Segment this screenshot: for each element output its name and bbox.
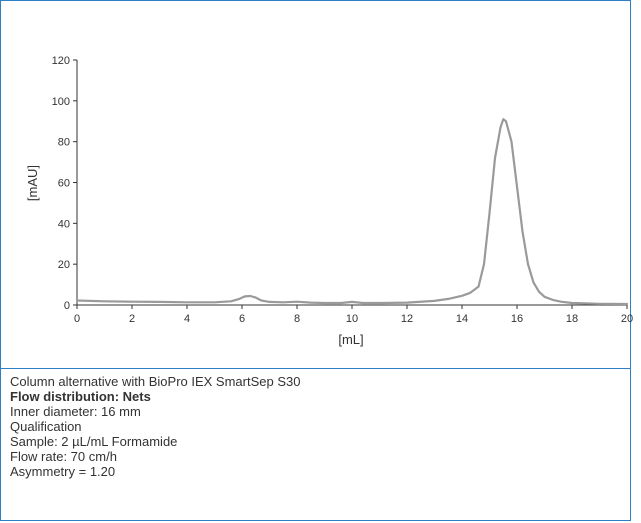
x-tick-label: 2 xyxy=(129,313,135,325)
x-tick-label: 4 xyxy=(184,313,190,325)
caption-flow-rate: Flow rate: 70 cm/h xyxy=(10,449,117,464)
x-axis-label: [mL] xyxy=(338,332,363,347)
caption-inner-diameter: Inner diameter: 16 mm xyxy=(10,404,141,419)
caption-asymmetry: Asymmetry = 1.20 xyxy=(10,464,116,479)
x-tick-label: 20 xyxy=(621,313,633,325)
x-axis-ticks: 0 2 4 6 8 10 12 14 16 18 20 xyxy=(74,305,633,325)
caption-sample: Sample: 2 µL/mL Formamide xyxy=(10,434,178,449)
x-tick-label: 8 xyxy=(294,313,300,325)
caption-column: Column alternative with BioPro IEX Smart… xyxy=(10,374,301,389)
y-tick-label: 60 xyxy=(58,178,70,190)
y-axis-label: [mAU] xyxy=(25,165,40,201)
x-tick-label: 14 xyxy=(456,313,468,325)
x-tick-label: 16 xyxy=(511,313,523,325)
x-tick-label: 10 xyxy=(346,313,358,325)
y-tick-label: 40 xyxy=(58,218,70,230)
y-tick-label: 20 xyxy=(58,259,70,271)
caption-block: Column alternative with BioPro IEX Smart… xyxy=(10,374,620,479)
chart-area: 0 20 40 60 80 100 120 0 2 4 6 8 10 12 14 16 18 20 [mAU] … xyxy=(25,55,633,347)
chromatogram-trace xyxy=(75,118,629,306)
caption-flow-distribution: Flow distribution: Nets xyxy=(10,389,151,404)
x-tick-label: 12 xyxy=(401,313,413,325)
y-tick-label: 120 xyxy=(52,55,70,67)
x-tick-label: 6 xyxy=(239,313,245,325)
x-tick-label: 18 xyxy=(566,313,578,325)
caption-qualification: Qualification xyxy=(10,419,82,434)
caption-divider xyxy=(0,368,631,369)
y-tick-label: 100 xyxy=(52,96,70,108)
y-tick-label: 0 xyxy=(64,300,70,312)
x-tick-label: 0 xyxy=(74,313,80,325)
y-axis-ticks: 0 20 40 60 80 100 120 xyxy=(52,55,77,312)
y-tick-label: 80 xyxy=(58,137,70,149)
